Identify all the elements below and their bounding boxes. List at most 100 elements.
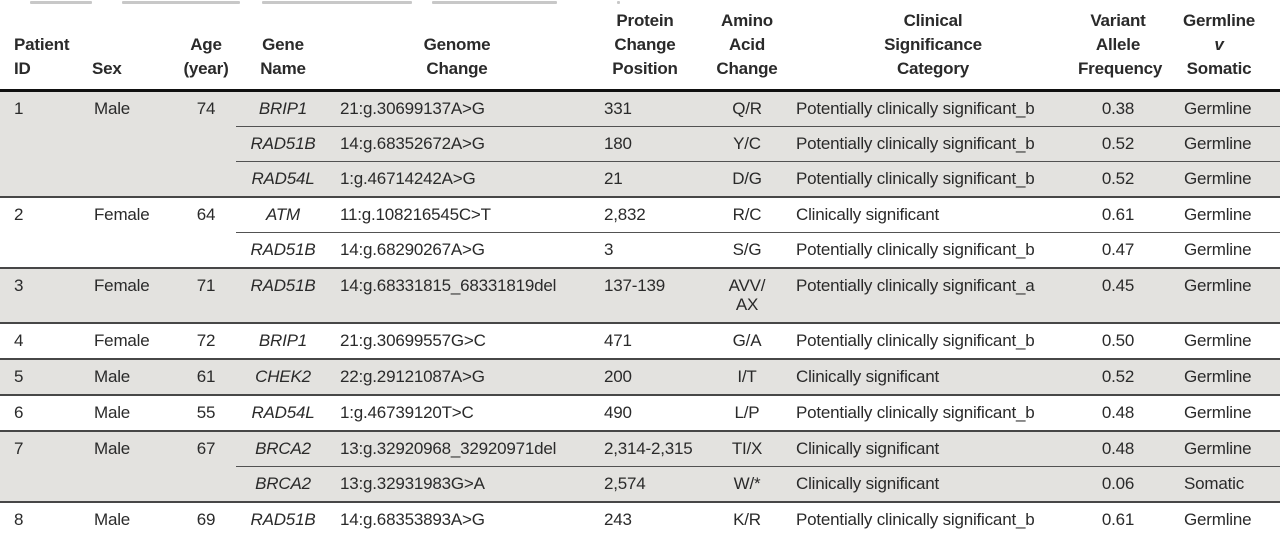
cell-age: 69 (176, 501, 236, 537)
cell-sex: Male (88, 394, 176, 431)
cell-clinical-significance: Potentially clinically significant_b (788, 322, 1078, 359)
cell-protein-change-position: 180 (584, 126, 706, 162)
patient-variant-table: Patient ID Sex Age (year) Gene Name Geno… (0, 5, 1280, 537)
cell-amino-acid-change: G/A (706, 322, 788, 359)
cell-germline-v-somatic: Germline (1158, 267, 1280, 323)
cell-sex: Male (88, 358, 176, 395)
cell-age: 61 (176, 358, 236, 395)
cell-patient-id: 1 (0, 89, 88, 197)
patient-row: 6 Male 55 RAD54L 1:g.46739120T>C 490 L/P… (0, 394, 1280, 431)
cell-patient-id: 2 (0, 196, 88, 268)
cell-germline-v-somatic: Germline (1158, 322, 1280, 359)
cell-patient-id: 4 (0, 322, 88, 359)
cell-gene: BRIP1 (236, 89, 330, 127)
cell-genome-change: 13:g.32920968_32920971del (330, 430, 584, 467)
cell-clinical-significance: Clinically significant (788, 358, 1078, 395)
cell-gene: CHEK2 (236, 358, 330, 395)
cell-variant-allele-frequency: 0.48 (1078, 394, 1158, 431)
cell-germline-v-somatic: Germline (1158, 501, 1280, 537)
col-header-age: Age (year) (176, 5, 236, 92)
cell-germline-v-somatic: Germline (1158, 358, 1280, 395)
table-header: Patient ID Sex Age (year) Gene Name Geno… (0, 5, 1280, 92)
col-header-variant-allele-frequency: Variant Allele Frequency (1078, 5, 1162, 92)
cell-genome-change: 22:g.29121087A>G (330, 358, 584, 395)
cell-clinical-significance: Potentially clinically significant_b (788, 501, 1078, 537)
cell-protein-change-position: 331 (584, 89, 706, 127)
cell-protein-change-position: 490 (584, 394, 706, 431)
cell-genome-change: 14:g.68353893A>G (330, 501, 584, 537)
cell-variant-allele-frequency: 0.47 (1078, 232, 1158, 268)
cell-variant-allele-frequency: 0.50 (1078, 322, 1158, 359)
cell-genome-change: 1:g.46739120T>C (330, 394, 584, 431)
cell-patient-id: 3 (0, 267, 88, 323)
patient-row: 4 Female 72 BRIP1 21:g.30699557G>C 471 G… (0, 322, 1280, 359)
cell-variant-allele-frequency: 0.06 (1078, 466, 1158, 502)
cell-protein-change-position: 2,832 (584, 196, 706, 233)
cell-genome-change: 21:g.30699557G>C (330, 322, 584, 359)
cell-clinical-significance: Potentially clinically significant_a (788, 267, 1078, 323)
cell-germline-v-somatic: Germline (1158, 89, 1280, 127)
cell-germline-v-somatic: Germline (1158, 232, 1280, 268)
cell-clinical-significance: Clinically significant (788, 196, 1078, 233)
cell-clinical-significance: Clinically significant (788, 430, 1078, 467)
cell-clinical-significance: Potentially clinically significant_b (788, 161, 1078, 197)
cell-protein-change-position: 200 (584, 358, 706, 395)
cell-gene: ATM (236, 196, 330, 233)
cell-variant-allele-frequency: 0.38 (1078, 89, 1158, 127)
cell-gene: RAD54L (236, 161, 330, 197)
cell-protein-change-position: 2,314-2,315 (584, 430, 706, 467)
cell-gene: RAD51B (236, 126, 330, 162)
cell-variant-allele-frequency: 0.52 (1078, 126, 1158, 162)
col-header-amino-acid-change: Amino Acid Change (706, 5, 788, 92)
cell-sex: Female (88, 322, 176, 359)
cell-sex: Male (88, 430, 176, 502)
variant-row: RAD54L 1:g.46714242A>G 21 D/G Potentiall… (0, 161, 1280, 197)
germline-header-line2: v (1214, 35, 1224, 54)
cell-gene: RAD51B (236, 501, 330, 537)
cell-clinical-significance: Potentially clinically significant_b (788, 126, 1078, 162)
variant-row: RAD51B 14:g.68352672A>G 180 Y/C Potentia… (0, 126, 1280, 162)
patient-row: 3 Female 71 RAD51B 14:g.68331815_6833181… (0, 267, 1280, 323)
cell-variant-allele-frequency: 0.61 (1078, 196, 1158, 233)
cell-gene: BRIP1 (236, 322, 330, 359)
col-header-protein-change-position: Protein Change Position (584, 5, 706, 92)
cell-sex: Male (88, 501, 176, 537)
cell-amino-acid-change: I/T (706, 358, 788, 395)
cell-age: 67 (176, 430, 236, 502)
cell-clinical-significance: Potentially clinically significant_b (788, 394, 1078, 431)
patient-row: 7 Male 67 BRCA2 13:g.32920968_32920971de… (0, 430, 1280, 502)
germline-header-line3: Somatic (1186, 59, 1252, 78)
cell-genome-change: 1:g.46714242A>G (330, 161, 584, 197)
col-header-patient-id: Patient ID (0, 5, 88, 92)
cell-protein-change-position: 137-139 (584, 267, 706, 323)
cell-amino-acid-change: TI/X (706, 430, 788, 467)
cell-protein-change-position: 243 (584, 501, 706, 537)
cell-age: 71 (176, 267, 236, 323)
cell-amino-acid-change: S/G (706, 232, 788, 268)
cell-clinical-significance: Clinically significant (788, 466, 1078, 502)
cell-amino-acid-change: K/R (706, 501, 788, 537)
cell-patient-id: 7 (0, 430, 88, 502)
cell-amino-acid-change: R/C (706, 196, 788, 233)
cell-germline-v-somatic: Germline (1158, 161, 1280, 197)
cropped-caption-fragment (0, 0, 1280, 5)
cell-amino-acid-change: AVV/ AX (706, 267, 788, 323)
patient-row: 8 Male 69 RAD51B 14:g.68353893A>G 243 K/… (0, 501, 1280, 537)
cell-genome-change: 11:g.108216545C>T (330, 196, 584, 233)
cell-clinical-significance: Potentially clinically significant_b (788, 89, 1078, 127)
cell-patient-id: 6 (0, 394, 88, 431)
cell-amino-acid-change: L/P (706, 394, 788, 431)
col-header-gene-name: Gene Name (236, 5, 330, 92)
cell-variant-allele-frequency: 0.48 (1078, 430, 1158, 467)
cell-genome-change: 21:g.30699137A>G (330, 89, 584, 127)
cell-genome-change: 14:g.68352672A>G (330, 126, 584, 162)
cell-germline-v-somatic: Germline (1158, 430, 1280, 467)
cell-gene: BRCA2 (236, 430, 330, 467)
cell-protein-change-position: 21 (584, 161, 706, 197)
cell-germline-v-somatic: Somatic (1158, 466, 1280, 502)
col-header-sex: Sex (88, 5, 176, 92)
cell-amino-acid-change: Y/C (706, 126, 788, 162)
cell-gene: BRCA2 (236, 466, 330, 502)
cell-variant-allele-frequency: 0.52 (1078, 161, 1158, 197)
header-row: Patient ID Sex Age (year) Gene Name Geno… (0, 5, 1280, 92)
